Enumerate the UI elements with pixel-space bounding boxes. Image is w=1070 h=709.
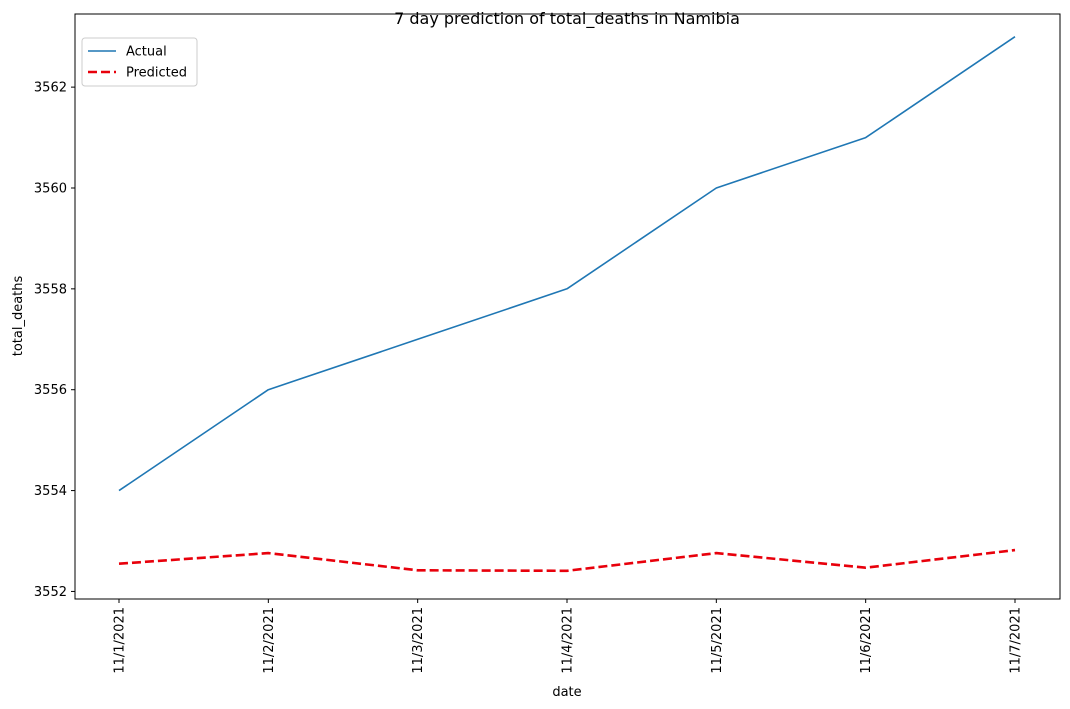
legend: Actual Predicted xyxy=(81,37,198,87)
x-axis: 11/1/2021 11/2/2021 11/3/2021 11/4/2021 11/5… xyxy=(113,599,1024,674)
y-tick-label: 3552 xyxy=(34,585,67,600)
y-axis-label: total_deaths xyxy=(11,276,26,357)
series-line-actual xyxy=(118,36,1016,492)
x-tick-label: 11/2/2021 xyxy=(262,607,277,674)
x-tick-label: 11/7/2021 xyxy=(1009,607,1024,674)
x-tick-label: 11/5/2021 xyxy=(710,607,725,674)
y-tick-label: 3556 xyxy=(34,383,67,398)
x-tick-label: 11/4/2021 xyxy=(561,607,576,674)
chart-title: 7 day prediction of total_deaths in Nami… xyxy=(394,9,740,29)
legend-label-actual: Actual xyxy=(126,45,167,60)
x-tick-label: 11/3/2021 xyxy=(411,607,426,674)
x-axis-label: date xyxy=(552,685,581,700)
x-tick-label: 11/1/2021 xyxy=(113,607,128,674)
y-tick-label: 3558 xyxy=(34,282,67,297)
plot-series xyxy=(118,36,1016,573)
y-axis: 3552 3554 3556 3558 3560 3562 xyxy=(34,81,75,600)
y-tick-label: 3554 xyxy=(34,484,67,499)
y-tick-label: 3562 xyxy=(34,81,67,96)
y-tick-label: 3560 xyxy=(34,181,67,196)
x-tick-label: 11/6/2021 xyxy=(859,607,874,674)
series-line-predicted xyxy=(118,548,1016,573)
legend-label-predicted: Predicted xyxy=(126,66,187,81)
legend-box xyxy=(81,37,198,87)
